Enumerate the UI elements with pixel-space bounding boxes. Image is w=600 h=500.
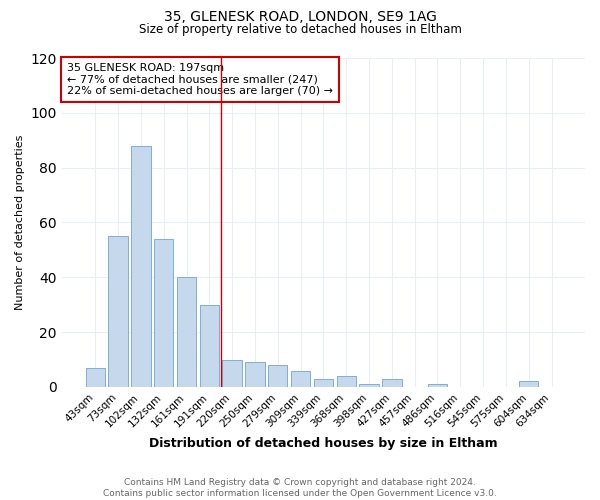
Bar <box>359 384 379 387</box>
Bar <box>291 370 310 387</box>
Text: Size of property relative to detached houses in Eltham: Size of property relative to detached ho… <box>139 22 461 36</box>
Bar <box>86 368 105 387</box>
Text: Contains HM Land Registry data © Crown copyright and database right 2024.
Contai: Contains HM Land Registry data © Crown c… <box>103 478 497 498</box>
X-axis label: Distribution of detached houses by size in Eltham: Distribution of detached houses by size … <box>149 437 498 450</box>
Bar <box>314 378 333 387</box>
Bar <box>177 278 196 387</box>
Bar <box>154 239 173 387</box>
Bar <box>223 360 242 387</box>
Bar <box>200 304 219 387</box>
Bar <box>131 146 151 387</box>
Bar <box>245 362 265 387</box>
Bar <box>519 382 538 387</box>
Text: 35, GLENESK ROAD, LONDON, SE9 1AG: 35, GLENESK ROAD, LONDON, SE9 1AG <box>164 10 436 24</box>
Bar <box>337 376 356 387</box>
Text: 35 GLENESK ROAD: 197sqm
← 77% of detached houses are smaller (247)
22% of semi-d: 35 GLENESK ROAD: 197sqm ← 77% of detache… <box>67 63 333 96</box>
Bar <box>268 365 287 387</box>
Bar <box>428 384 447 387</box>
Bar <box>382 378 401 387</box>
Bar <box>109 236 128 387</box>
Y-axis label: Number of detached properties: Number of detached properties <box>15 135 25 310</box>
